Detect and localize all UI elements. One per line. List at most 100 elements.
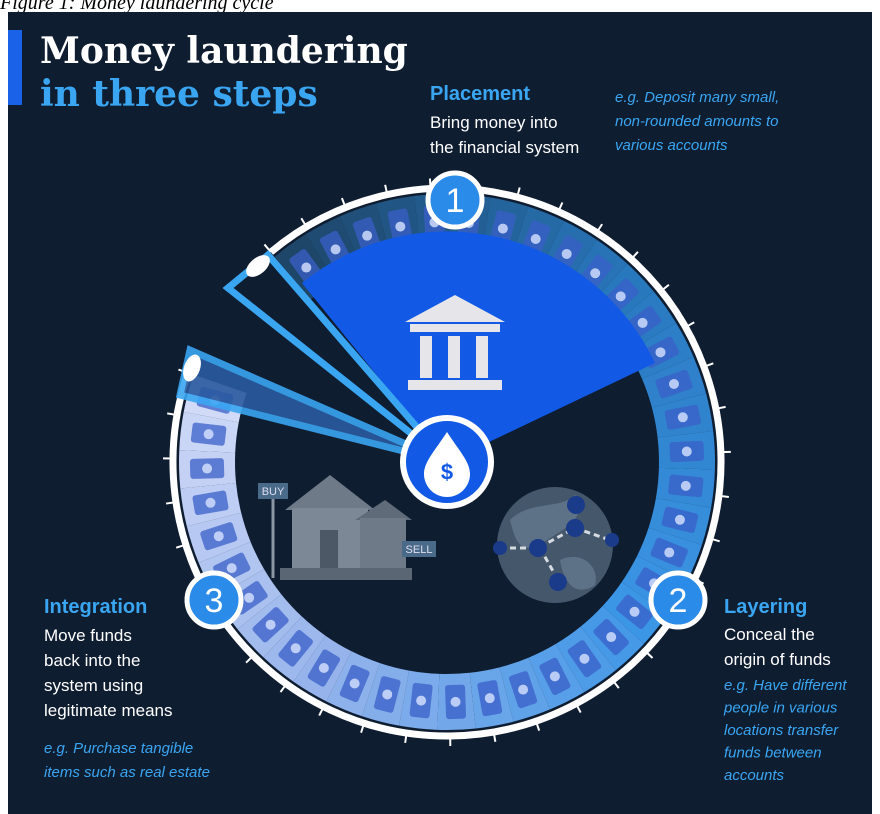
banknote-dot [668, 379, 679, 390]
step-number: 1 [446, 182, 465, 220]
banknote-dot [450, 696, 461, 707]
title-line: Money laundering [40, 30, 408, 72]
step-badge [184, 570, 244, 630]
step-description: Move funds [44, 626, 132, 645]
banknote-dot [416, 695, 427, 706]
house-icon [258, 475, 436, 580]
ring-tick [709, 537, 720, 543]
step-example: non-rounded amounts to [615, 113, 778, 130]
banknote-dot [518, 684, 529, 695]
step-description: system using [44, 676, 143, 695]
title-bar [8, 30, 22, 105]
ring-tick [595, 223, 603, 234]
ring-tick [630, 251, 639, 260]
step-example: locations transfer [724, 722, 839, 739]
banknote-dot [330, 244, 341, 255]
ring-tick [300, 217, 308, 228]
ring-tick [360, 722, 366, 733]
step-example: people in various [723, 700, 838, 717]
banknote-dot [205, 497, 216, 508]
ring-tick [575, 703, 582, 714]
ring-tick [263, 243, 272, 253]
ring-tick [318, 706, 325, 717]
ring-tick [340, 197, 347, 208]
nozzle [183, 354, 201, 382]
banknote-dot [318, 663, 329, 674]
step-name: Layering [724, 596, 807, 618]
step-description: Bring money into [430, 113, 558, 132]
sign-label: BUY [262, 486, 285, 498]
banknote-dot [290, 643, 301, 654]
title-line: in three steps [40, 73, 318, 115]
bank-icon [405, 295, 505, 390]
banknote-dot [244, 592, 255, 603]
step-example: funds between [724, 745, 822, 762]
step-name: Placement [430, 83, 530, 105]
ring-tick [245, 654, 254, 664]
banknote-dot [561, 248, 572, 259]
globe-icon [493, 487, 619, 603]
step-badge [648, 570, 708, 630]
ring-tick [715, 405, 726, 410]
banknote-dot [680, 480, 691, 491]
banknote-dot [637, 317, 648, 328]
caption: Figure 1: Money laundering cycle [0, 0, 274, 14]
drop-icon [424, 432, 470, 497]
step-example: accounts [724, 767, 785, 784]
banknote-dot [226, 563, 237, 574]
banknote-dot [265, 619, 276, 630]
step-description: legitimate means [44, 701, 173, 720]
step-description: back into the [44, 651, 140, 670]
step-example: e.g. Purchase tangible [44, 740, 193, 757]
banknote-dot [590, 268, 601, 279]
step-description: origin of funds [724, 650, 831, 669]
ring-tick [492, 731, 497, 743]
banknote-dot [629, 606, 640, 617]
ring-tick [516, 187, 521, 198]
ring-tick [175, 543, 187, 549]
sign-label: SELL [406, 544, 433, 556]
banknote-dot [549, 671, 560, 682]
step-example: various accounts [615, 137, 728, 154]
banknote-dot [615, 291, 626, 302]
ring-tick [279, 683, 288, 693]
banknote-dot [213, 531, 224, 542]
banknote-dot [202, 463, 213, 474]
step-number: 2 [669, 582, 688, 620]
banknote-dot [530, 233, 541, 244]
banknote-dot [382, 689, 393, 700]
step-example: e.g. Deposit many small, [615, 89, 779, 106]
banknote-dot [301, 262, 312, 273]
banknote-dot [681, 446, 692, 457]
banknote-dot [655, 347, 666, 358]
step-example: e.g. Have different [724, 677, 847, 694]
ring-tick [167, 412, 178, 417]
ring-tick [404, 732, 408, 744]
banknote-dot [579, 653, 590, 664]
banknote-dot [606, 632, 617, 643]
ring-tick [535, 720, 541, 731]
ring-tick [557, 202, 564, 213]
ring-tick [660, 283, 670, 292]
banknote-dot [664, 547, 675, 558]
ring-tick [384, 184, 389, 195]
ring-tick [165, 501, 177, 505]
banknote-dot [395, 221, 406, 232]
ring-tick [685, 321, 695, 329]
step-example: items such as real estate [44, 764, 210, 781]
step-badge [425, 170, 485, 230]
ring-tick [611, 679, 620, 689]
banknote-dot [203, 429, 214, 440]
ring-tick [718, 494, 729, 499]
step-description: Conceal the [724, 625, 815, 644]
banknote-dot [674, 514, 685, 525]
ring-tick [644, 650, 654, 659]
banknote-dot [484, 693, 495, 704]
center-symbol: $ [441, 460, 453, 485]
banknote-dot [677, 412, 688, 423]
step-name: Integration [44, 596, 147, 618]
banknote-dot [349, 678, 360, 689]
ring-tick [703, 362, 714, 368]
nozzle [246, 255, 270, 277]
step-description: the financial system [430, 138, 579, 157]
